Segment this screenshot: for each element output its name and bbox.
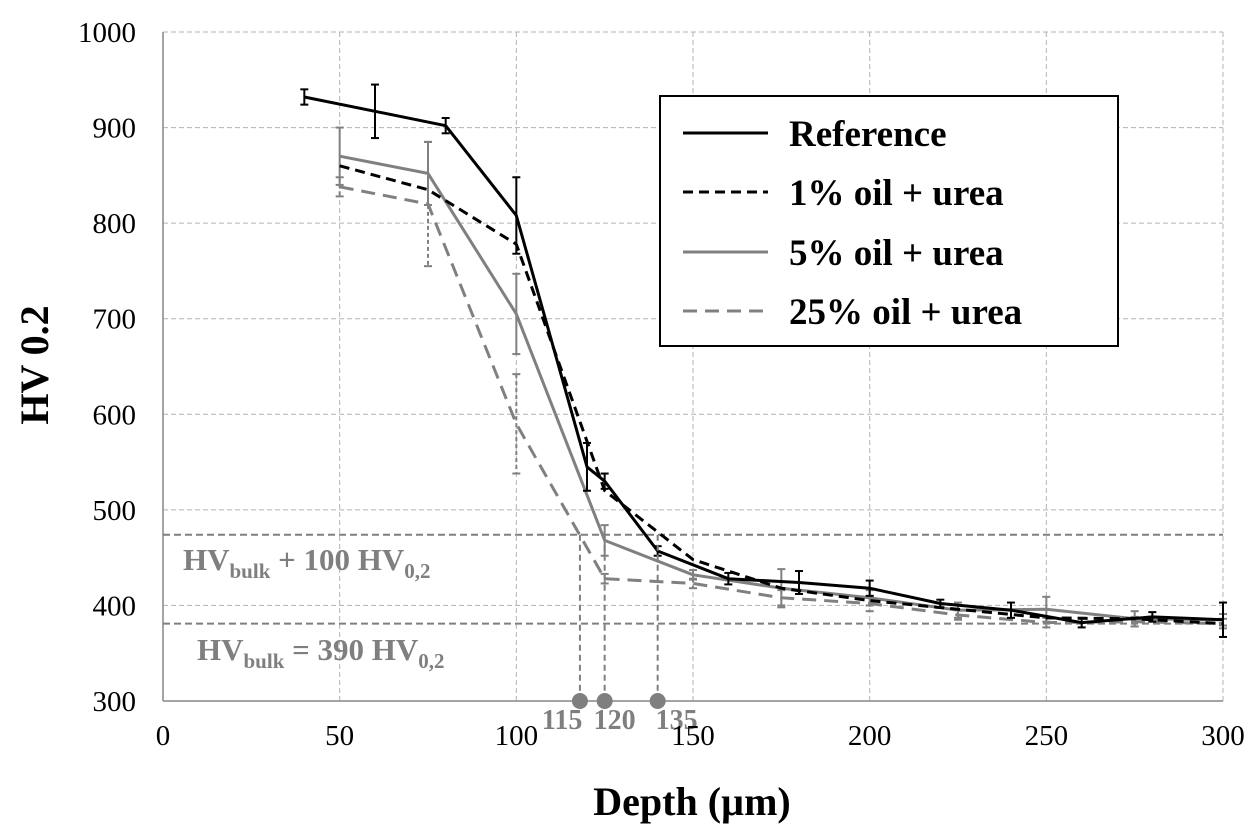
depth-marker-label: 120 (594, 705, 636, 736)
legend-label: 1% oil + urea (789, 173, 1004, 214)
error-bar (795, 570, 803, 595)
legend-item-1: 1% oil + urea (683, 173, 1004, 214)
x-tick-label-5: 250 (1025, 720, 1069, 752)
error-bar (424, 140, 432, 206)
y-tick-label-3: 600 (93, 399, 137, 431)
series-1 (339, 164, 1224, 626)
y-tick-label-6: 900 (93, 113, 137, 145)
y-tick-label-5: 800 (93, 208, 137, 240)
x-axis-title: Depth (µm) (593, 779, 790, 824)
x-tick-label-2: 100 (495, 720, 539, 752)
depth-marker-label: 135 (656, 705, 698, 736)
y-tick-label-7: 1000 (78, 17, 136, 49)
legend-label: 25% oil + urea (789, 292, 1022, 333)
legend-item-2: 5% oil + urea (683, 233, 1004, 274)
legend-label: Reference (789, 114, 947, 155)
error-bar (512, 176, 521, 255)
series-0 (300, 83, 1227, 638)
y-tick-label-0: 300 (93, 686, 137, 718)
legend-item-0: Reference (683, 114, 947, 155)
depth-marker-120: 120 (594, 534, 636, 736)
error-bar (865, 579, 874, 597)
reference-label-1: HVbulk = 390 HV0,2 (197, 632, 445, 673)
error-bar (512, 373, 521, 475)
error-bar (1077, 616, 1086, 629)
depth-marker-115: 115 (542, 534, 588, 736)
error-bar (583, 441, 591, 492)
legend-label: 5% oil + urea (789, 233, 1004, 274)
error-bar (724, 571, 733, 586)
tick-labels: 300 400 500 600 700 800 900 1000 0 50 100 150 200 250… (78, 17, 1245, 752)
x-tick-label-3: 150 (671, 720, 715, 752)
error-bar (689, 569, 697, 581)
error-bar (600, 472, 609, 490)
x-tick-label-6: 300 (1201, 720, 1245, 752)
y-tick-label-1: 400 (93, 590, 137, 622)
error-bar (1007, 601, 1015, 619)
depth-marker-label: 115 (542, 705, 582, 736)
y-tick-label-2: 500 (93, 495, 137, 527)
error-bar (936, 598, 945, 609)
error-bar (512, 272, 521, 356)
x-tick-label-4: 200 (848, 720, 892, 752)
reference-lines: HVbulk + 100 HV0,2 HVbulk = 390 HV0,2 (163, 533, 1223, 673)
legend-box (659, 95, 1119, 347)
error-bar (1219, 601, 1227, 638)
depth-marker-135: 135 (649, 534, 698, 736)
axes (162, 32, 1223, 702)
error-bar (441, 117, 450, 135)
y-axis-title: HV 0.2 (12, 305, 57, 424)
depth-markers: 115 120 135 (542, 534, 698, 736)
x-tick-label-0: 0 (156, 720, 171, 752)
error-bar (335, 126, 344, 186)
legend-item-3: 25% oil + urea (683, 292, 1022, 333)
legend: Reference 1% oil + urea 5% oil + urea 25% o… (659, 95, 1119, 347)
series-line-1 (339, 164, 1224, 626)
error-bar (1148, 611, 1157, 623)
series-layer (300, 83, 1227, 638)
x-tick-label-1: 50 (325, 720, 354, 752)
reference-label-0: HVbulk + 100 HV0,2 (183, 542, 431, 583)
y-tick-label-4: 700 (93, 304, 137, 336)
error-bar (371, 83, 379, 140)
error-bar (300, 88, 309, 106)
